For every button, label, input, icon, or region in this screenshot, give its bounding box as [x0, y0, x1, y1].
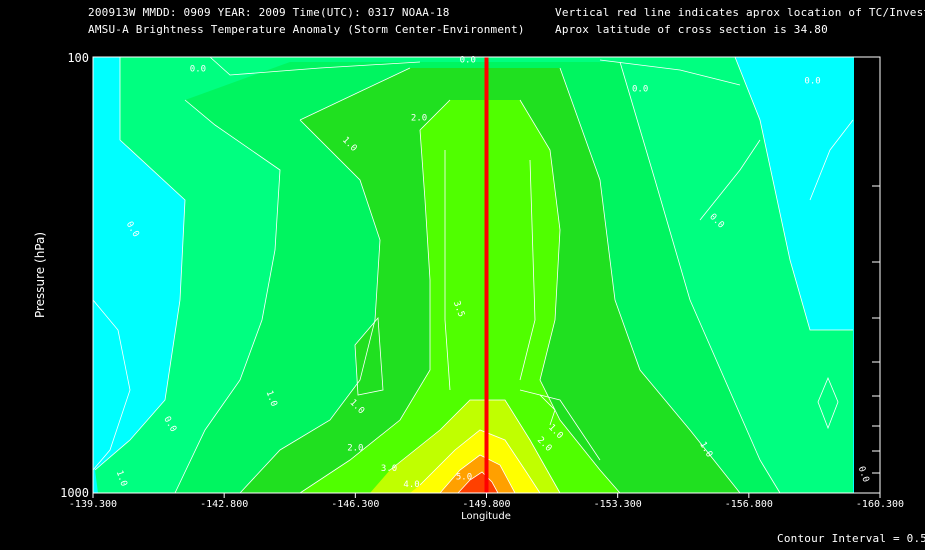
contour-label: 2.0 [347, 444, 363, 454]
x-tick-label: -146.300 [331, 499, 379, 510]
x-tick-label: -142.800 [200, 499, 248, 510]
right-axis-ticks [872, 185, 880, 474]
contour-label: 0.0 [856, 465, 871, 484]
contour-label: 0.0 [460, 56, 476, 66]
header-line1-left: 200913W MMDD: 0909 YEAR: 2009 Time(UTC):… [88, 6, 450, 19]
island-diamond [817, 376, 839, 430]
contour-label: 0.0 [190, 65, 206, 75]
band-orange [440, 455, 515, 493]
x-axis-title: Longitude [461, 511, 511, 522]
plot-area [93, 57, 854, 493]
header-line2-left: AMSU-A Brightness Temperature Anomaly (S… [88, 23, 525, 36]
x-tick-label: -139.300 [69, 499, 117, 510]
contour-label: 2.0 [411, 114, 427, 124]
x-tick-label: -153.300 [594, 499, 642, 510]
y-axis-title: Pressure (hPa) [33, 232, 47, 318]
header-line2-right: Aprox latitude of cross section is 34.80 [555, 23, 828, 36]
y-tick-label-100: 100 [67, 51, 89, 65]
contour-label: 3.0 [381, 464, 397, 474]
x-axis-ticks: -139.300 -142.800 -146.300 -149.800 -153.300… [69, 493, 904, 510]
y-tick-label-1000: 1000 [60, 486, 89, 500]
cyan-tongue-right [810, 120, 853, 330]
contour-label: 0.0 [804, 76, 820, 86]
contour-label: 5.0 [456, 472, 472, 482]
contour-interval-label: Contour Interval = 0.5K [777, 532, 925, 545]
contour-label: 0.0 [632, 85, 648, 95]
x-tick-label: -160.300 [856, 499, 904, 510]
cyan-tongue-left [93, 300, 130, 470]
x-tick-label: -149.800 [462, 499, 510, 510]
contour-lines [92, 56, 854, 494]
contour-label: 4.0 [403, 480, 419, 490]
island-green-left [354, 316, 384, 396]
x-tick-label: -156.800 [725, 499, 773, 510]
header-line1-right: Vertical red line indicates aprox locati… [555, 6, 925, 19]
